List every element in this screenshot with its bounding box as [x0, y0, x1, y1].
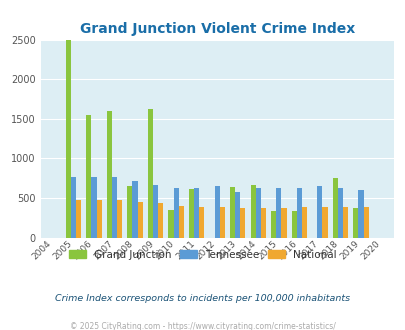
Bar	[322, 207, 327, 238]
Text: © 2025 CityRating.com - https://www.cityrating.com/crime-statistics/: © 2025 CityRating.com - https://www.city…	[70, 322, 335, 330]
Bar	[230, 187, 234, 238]
Bar	[66, 40, 71, 238]
Bar	[76, 200, 81, 238]
Bar	[219, 207, 224, 238]
Bar	[250, 185, 255, 238]
Bar	[127, 186, 132, 238]
Title: Grand Junction Violent Crime Index: Grand Junction Violent Crime Index	[79, 22, 354, 36]
Bar	[194, 188, 199, 238]
Bar	[255, 188, 260, 238]
Bar	[240, 209, 245, 238]
Bar	[281, 209, 286, 238]
Bar	[352, 208, 358, 238]
Bar	[147, 109, 153, 238]
Bar	[107, 111, 112, 238]
Bar	[178, 206, 183, 238]
Bar	[188, 189, 194, 238]
Bar	[275, 188, 281, 238]
Legend: Grand Junction, Tennessee, National: Grand Junction, Tennessee, National	[65, 246, 340, 264]
Bar	[199, 207, 204, 238]
Bar	[86, 115, 91, 238]
Bar	[296, 188, 301, 238]
Bar	[362, 207, 368, 238]
Bar	[291, 211, 296, 238]
Bar	[91, 178, 96, 238]
Text: Crime Index corresponds to incidents per 100,000 inhabitants: Crime Index corresponds to incidents per…	[55, 294, 350, 303]
Bar	[317, 186, 322, 238]
Bar	[173, 188, 178, 238]
Bar	[158, 203, 163, 238]
Bar	[337, 188, 342, 238]
Bar	[168, 210, 173, 238]
Bar	[153, 185, 158, 238]
Bar	[71, 178, 76, 238]
Bar	[132, 181, 137, 238]
Bar	[301, 207, 306, 238]
Bar	[358, 190, 362, 238]
Bar	[214, 186, 219, 238]
Bar	[137, 202, 143, 238]
Bar	[234, 192, 240, 238]
Bar	[117, 200, 122, 238]
Bar	[96, 200, 101, 238]
Bar	[332, 178, 337, 238]
Bar	[112, 178, 117, 238]
Bar	[271, 212, 275, 238]
Bar	[260, 208, 265, 238]
Bar	[342, 207, 347, 238]
